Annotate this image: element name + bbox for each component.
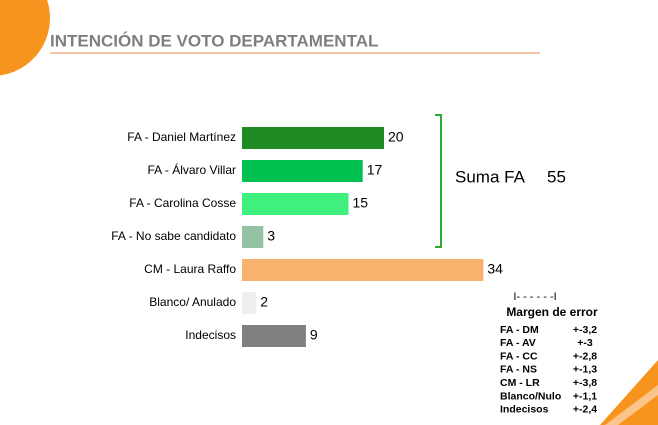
table-row-value: +-1,1 [573,390,597,402]
category-label: Indecisos [185,328,236,342]
value-label: 20 [388,129,404,145]
annotation-value: 55 [547,167,566,186]
table-row-value: +-1,3 [573,364,597,376]
category-label: FA - Daniel Martínez [127,130,236,144]
category-label: Blanco/ Anulado [149,295,236,309]
table-row-label: Blanco/Nulo [500,390,561,402]
decor-corner [600,360,658,425]
value-label: 3 [267,228,275,244]
decor-circle [0,0,50,76]
table-row-value: +-3,2 [573,324,597,336]
category-label: FA - Carolina Cosse [129,196,236,210]
bar [242,193,349,215]
bar [242,127,384,149]
category-label: CM - Laura Raffo [144,262,236,276]
table-row-value: +-3 [577,337,593,349]
annotation-label: Suma FA [455,167,526,186]
table-row-label: CM - LR [500,377,540,389]
bracket [435,114,442,248]
table-row-value: +-3,8 [573,377,597,389]
table-header: I- - - - - -I [513,291,556,303]
bar [242,292,257,314]
table-row-value: +-2,8 [573,350,597,362]
value-label: 9 [310,327,318,343]
table-row-label: FA - DM [500,324,539,336]
value-label: 15 [353,195,369,211]
table-row-label: FA - AV [500,337,536,349]
value-label: 34 [487,261,503,277]
table-row-label: FA - NS [500,364,537,376]
bar [242,160,363,182]
category-label: FA - No sabe candidato [111,229,236,243]
table-row-label: FA - CC [500,350,538,362]
value-label: 2 [260,294,268,310]
bar [242,325,306,347]
category-label: FA - Álvaro Villar [148,162,236,177]
chart-title: INTENCIÓN DE VOTO DEPARTAMENTAL [50,31,378,50]
table-row-value: +-2,4 [573,404,597,416]
bar [242,226,264,248]
table-title: Margen de error [506,305,598,319]
decor-corner-light [605,385,658,425]
bar [242,259,484,281]
value-label: 17 [367,162,383,178]
table-row-label: Indecisos [500,404,549,416]
